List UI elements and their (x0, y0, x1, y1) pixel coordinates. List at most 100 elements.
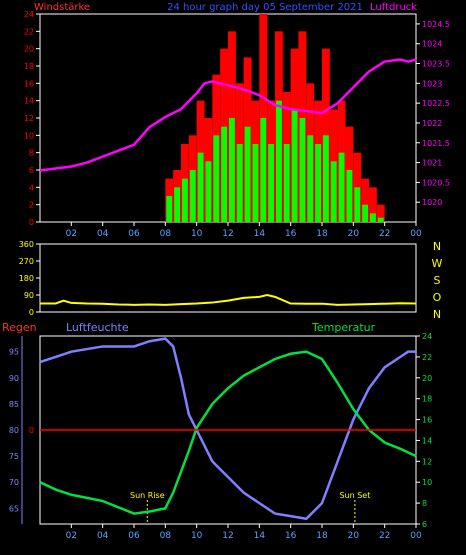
compass-label: N (433, 240, 441, 253)
wind-panel-x-tick-label: 12 (222, 229, 233, 239)
wind-y-tick-label: 4 (29, 183, 34, 192)
pressure-y-tick-label: 1023 (422, 79, 442, 88)
wind-avg-bar (260, 118, 267, 222)
direction-panel-frame (39, 243, 417, 313)
direction-y-tick-label: 360 (19, 240, 34, 249)
wind-avg-bar (377, 217, 384, 222)
wind-avg-bar (346, 170, 353, 222)
wind-panel-x-tick-label: 08 (160, 229, 172, 239)
wind-avg-bar (307, 135, 314, 222)
wind-y-tick-label: 14 (24, 97, 34, 106)
wind-y-tick-label: 6 (29, 166, 34, 175)
pressure-y-tick-label: 1020.5 (422, 178, 450, 187)
pressure-y-tick-label: 1024 (422, 40, 442, 49)
humidity-panel-x-tick-label: 10 (191, 531, 203, 541)
wind-direction-line (40, 293, 417, 306)
wind-y-tick-label: 24 (24, 10, 34, 19)
wind-panel-x-tick-label: 18 (316, 229, 328, 239)
direction-y-tick-label: 0 (29, 308, 34, 317)
temperature-y-tick-label: 8 (422, 499, 427, 508)
wind-y-tick-label: 12 (24, 114, 34, 123)
wind-gust-bar (361, 178, 369, 222)
temperature-axis-title: Temperatur (311, 321, 376, 334)
humidity-y-tick-label: 70 (9, 478, 19, 487)
humidity-panel-x-tick-label: 08 (160, 531, 172, 541)
wind-avg-bar (252, 144, 259, 222)
humidity-panel-x-tick-label: 12 (222, 531, 233, 541)
compass-label: N (433, 308, 441, 321)
wind-avg-bar (354, 187, 361, 222)
wind-panel-x-tick-label: 14 (254, 229, 266, 239)
wind-panel-x-tick-label: 04 (97, 229, 109, 239)
wind-avg-bar (338, 152, 345, 222)
wind-panel-x-tick-label: 20 (348, 229, 360, 239)
wind-panel-x-tick-label: 16 (285, 229, 297, 239)
sun-marker-label: Sun Rise (130, 491, 165, 500)
wind-avg-bar (362, 204, 368, 222)
wind-y-tick-label: 2 (29, 201, 34, 210)
humidity-y-tick-label: 75 (9, 452, 19, 461)
temperature-line (39, 350, 417, 515)
wind-panel-x-tick-label: 06 (128, 229, 140, 239)
humidity-y-tick-label: 90 (9, 374, 19, 383)
wind-y-tick-label: 16 (24, 79, 34, 88)
wind-avg-bar (283, 144, 290, 222)
wind-avg-bar (330, 161, 337, 222)
wind-avg-bar (197, 152, 204, 222)
wind-y-tick-label: 0 (29, 218, 34, 227)
humidity-temperature-panel: 65 70 75 80 85 90 95 6 8 10 12 14 16 18 20 22 24 0 02 04 06 0… (9, 332, 432, 541)
humidity-y-tick-label: 95 (9, 348, 19, 357)
wind-avg-bar (205, 161, 212, 222)
direction-y-tick-label: 180 (19, 274, 34, 283)
humidity-panel-x-tick-label: 22 (379, 531, 390, 541)
wind-avg-bar (213, 135, 220, 222)
wind-avg-bar (244, 126, 251, 222)
wind-avg-bar (370, 213, 376, 222)
wind-axis-title: Windstärke (34, 2, 90, 13)
chart-title: 24 hour graph day 05 September 2021 (167, 2, 363, 13)
humidity-panel-x-tick-label: 20 (348, 531, 360, 541)
temperature-y-tick-label: 18 (422, 395, 432, 404)
direction-y-tick-label: 90 (24, 291, 34, 300)
wind-y-tick-label: 18 (24, 62, 34, 71)
humidity-line (39, 337, 416, 521)
wind-avg-bar (276, 100, 282, 222)
wind-avg-bar (236, 144, 243, 222)
wind-panel-x-tick-label: 00 (410, 229, 422, 239)
wind-avg-bar (229, 118, 235, 222)
wind-avg-bar (182, 178, 188, 222)
wind-gust-bar (376, 204, 385, 222)
compass-label: S (434, 274, 441, 287)
humidity-panel-x-tick-label: 06 (128, 531, 140, 541)
wind-y-tick-label: 10 (24, 131, 34, 140)
wind-avg-bar (166, 196, 173, 222)
temperature-y-tick-label: 12 (422, 457, 432, 466)
humidity-panel-x-tick-label: 04 (97, 531, 109, 541)
temperature-y-tick-label: 10 (422, 478, 432, 487)
pressure-y-tick-label: 1021.5 (422, 139, 450, 148)
temperature-y-tick-label: 20 (422, 374, 432, 383)
wind-avg-bar (315, 144, 321, 222)
wind-panel-x-tick-label: 02 (66, 229, 77, 239)
wind-y-tick-label: 20 (24, 45, 34, 54)
humidity-panel-x-tick-label: 00 (410, 531, 422, 541)
compass-label: W (432, 257, 443, 270)
temperature-y-tick-label: 22 (422, 353, 432, 362)
temperature-y-tick-label: 16 (422, 416, 432, 425)
humidity-panel-x-tick-label: 02 (66, 531, 77, 541)
pressure-y-tick-label: 1022 (422, 119, 442, 128)
humidity-panel-x-tick-label: 18 (316, 531, 328, 541)
rain-axis-title: Regen (2, 321, 37, 334)
pressure-y-tick-label: 1021 (422, 159, 442, 168)
humidity-y-tick-label: 80 (9, 426, 19, 435)
wind-avg-bar (268, 144, 274, 222)
wind-panel-x-tick-label: 22 (379, 229, 390, 239)
humidity-y-tick-label: 85 (9, 400, 19, 409)
pressure-axis-title: Luftdruck (370, 2, 417, 13)
pressure-y-tick-label: 1024.5 (422, 20, 450, 29)
humidity-axis-title: Luftfeuchte (66, 321, 129, 334)
temperature-y-tick-label: 6 (422, 520, 427, 529)
wind-avg-bar (299, 118, 306, 222)
